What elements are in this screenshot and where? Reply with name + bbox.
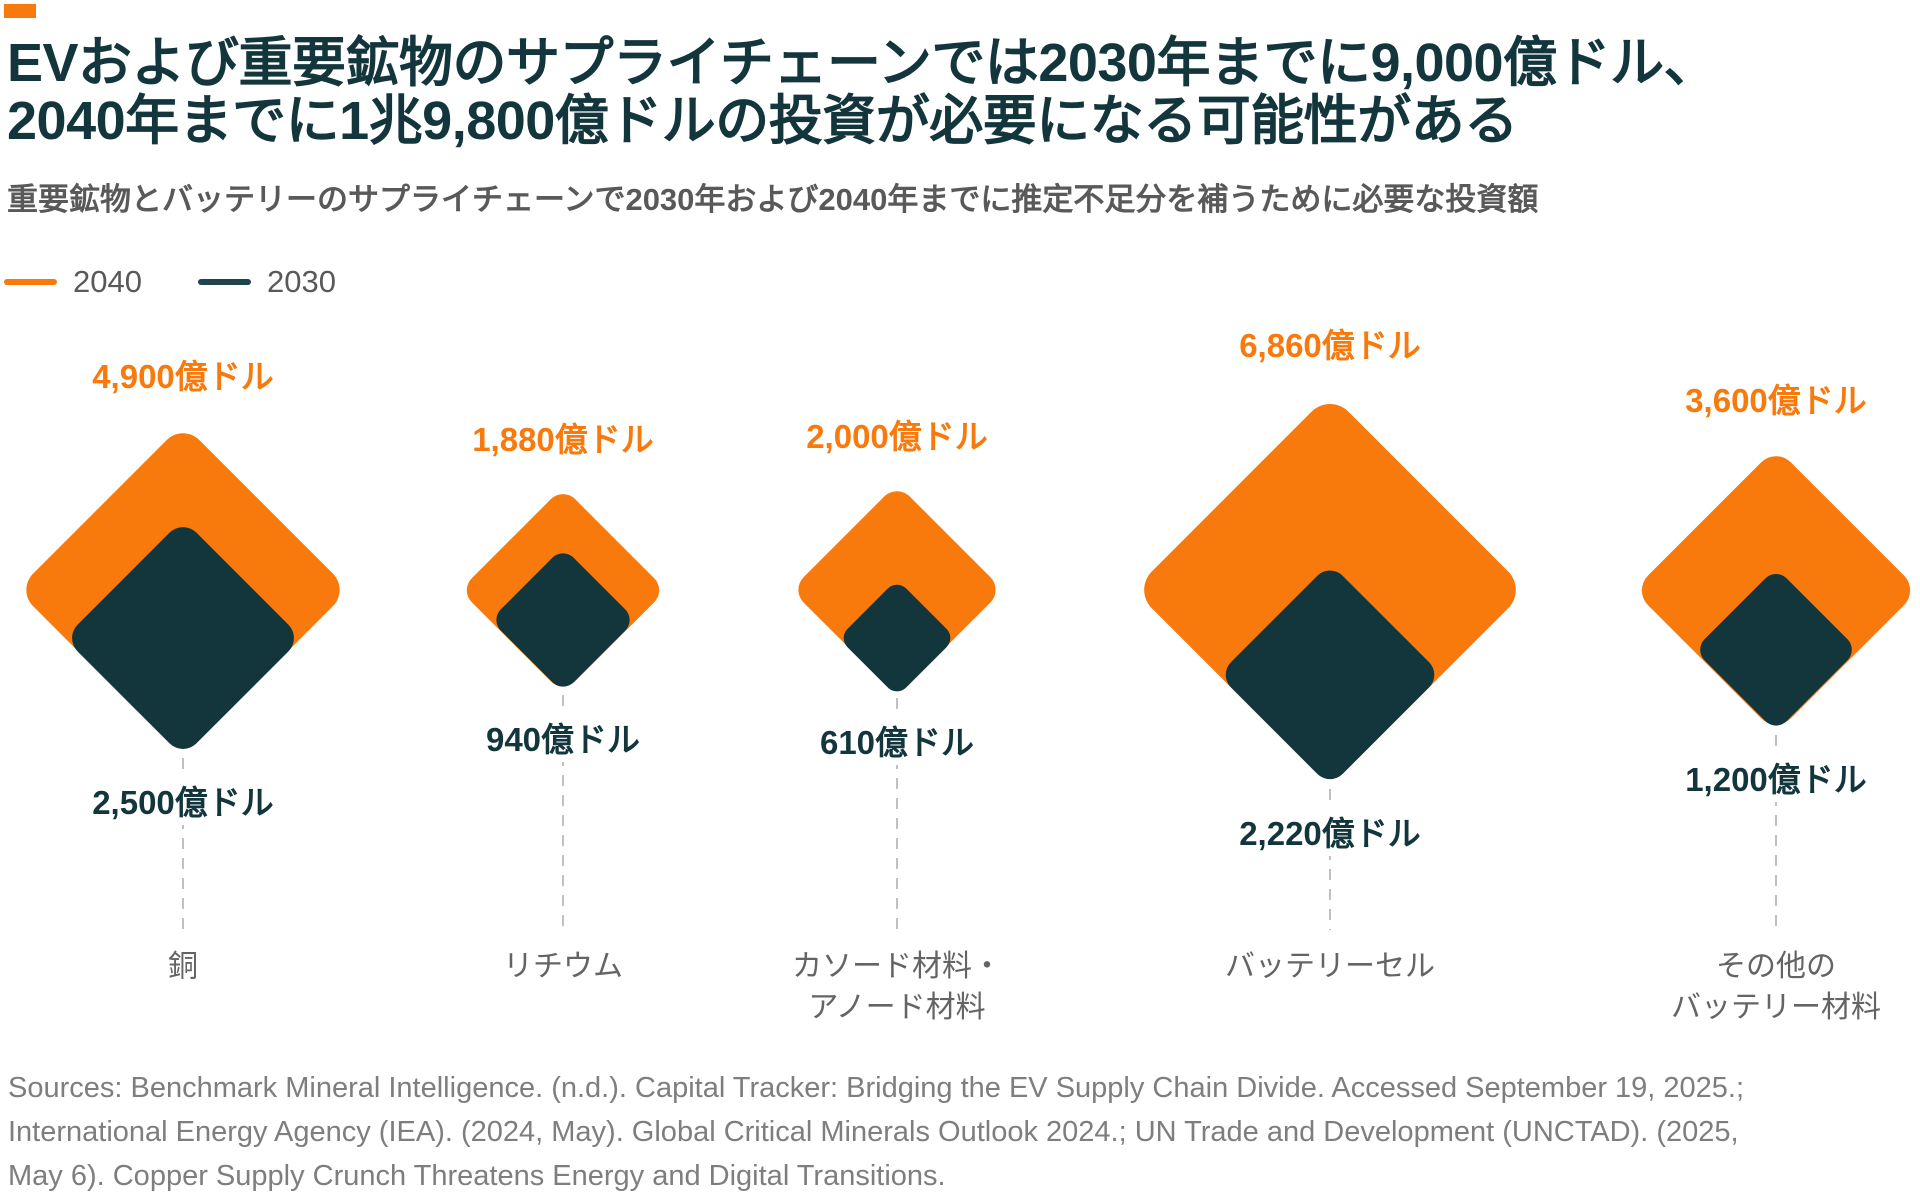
value-label-2040-copper: 4,900億ドル [92, 357, 274, 395]
value-label-2040-battery-cells: 6,860億ドル [1239, 327, 1421, 365]
value-label-2040-lithium: 1,880億ドル [472, 421, 654, 459]
legend-swatch-2030 [197, 278, 251, 285]
category-label-battery-cells: バッテリーセル [1225, 946, 1435, 987]
category-label-cathode-anode-materials: カソード材料・ アノード材料 [792, 946, 1002, 1028]
legend-swatch-2040 [4, 278, 57, 285]
chart-title: EVおよび重要鉱物のサプライチェーンでは2030年までに9,000億ドル、 20… [7, 33, 1718, 151]
sources-note: Sources: Benchmark Mineral Intelligence.… [8, 1066, 1918, 1195]
chart-title-line-1: EVおよび重要鉱物のサプライチェーンでは2030年までに9,000億ドル、 [7, 33, 1718, 93]
connector-line-other-battery-materials [1775, 734, 1777, 930]
category-label-line: 銅 [168, 950, 198, 983]
value-label-2040-cathode-anode-materials: 2,000億ドル [806, 417, 988, 455]
chart-subtitle: 重要鉱物とバッテリーのサプライチェーンで2030年および2040年までに推定不足… [7, 182, 1539, 217]
connector-line-copper [182, 758, 184, 930]
category-label-lithium: リチウム [503, 946, 623, 987]
sources-line-2: International Energy Agency (IEA). (2024… [8, 1116, 1739, 1148]
value-label-2030-copper: 2,500億ドル [82, 775, 284, 826]
chart-title-line-2: 2040年までに1兆9,800億ドルの投資が必要になる可能性がある [7, 91, 1518, 151]
legend: 2040 2030 [4, 266, 336, 297]
category-label-line: その他の [1716, 950, 1836, 983]
value-label-2040-other-battery-materials: 3,600億ドル [1685, 381, 1867, 419]
value-label-2030-battery-cells: 2,220億ドル [1229, 805, 1431, 856]
category-label-line: バッテリーセル [1225, 950, 1435, 983]
connector-line-lithium [562, 694, 564, 930]
legend-item-2040: 2040 [4, 266, 142, 297]
connector-line-cathode-anode-materials [896, 698, 898, 930]
category-label-line: バッテリー材料 [1671, 991, 1881, 1024]
sources-line-3: May 6). Copper Supply Crunch Threatens E… [8, 1160, 946, 1192]
category-label-other-battery-materials: その他のバッテリー材料 [1671, 946, 1881, 1028]
category-label-line: カソード材料・ [792, 950, 1002, 983]
legend-item-2030: 2030 [197, 264, 336, 299]
category-label-line: リチウム [503, 950, 623, 983]
category-label-line: アノード材料 [808, 991, 986, 1024]
accent-marker [4, 4, 36, 18]
value-label-2030-other-battery-materials: 1,200億ドル [1675, 751, 1877, 802]
legend-label-2040: 2040 [73, 264, 142, 299]
connector-line-battery-cells [1329, 788, 1331, 930]
legend-label-2030: 2030 [266, 264, 336, 299]
sources-line-1: Sources: Benchmark Mineral Intelligence.… [8, 1072, 1745, 1104]
value-label-2030-cathode-anode-materials: 610億ドル [809, 715, 985, 766]
category-label-copper: 銅 [168, 946, 198, 987]
value-label-2030-lithium: 940億ドル [475, 711, 651, 762]
